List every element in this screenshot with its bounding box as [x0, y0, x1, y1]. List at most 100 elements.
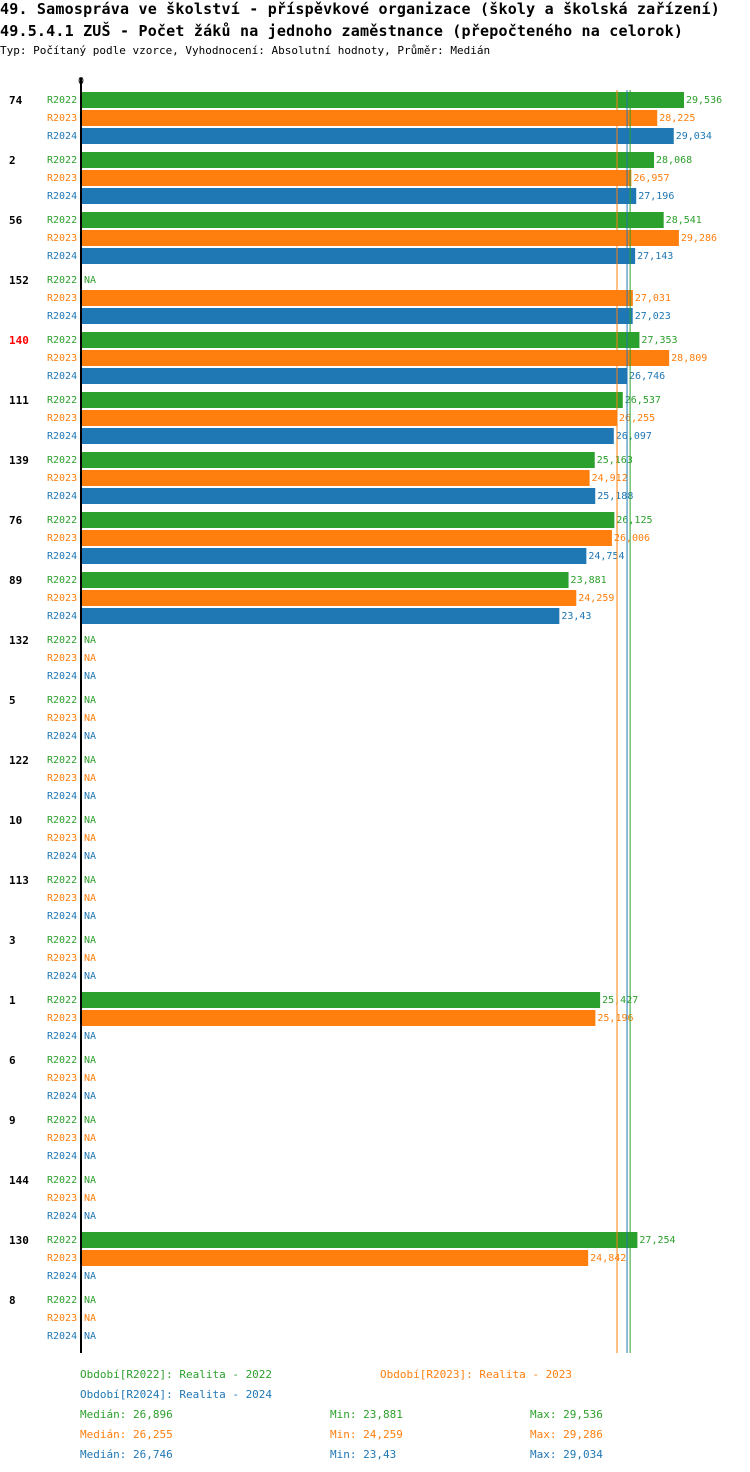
- series-label: R2023: [47, 1013, 77, 1024]
- bar: [81, 608, 560, 624]
- na-label: NA: [84, 791, 96, 802]
- category-label: 8: [9, 1294, 16, 1307]
- series-label: R2023: [47, 473, 77, 484]
- series-label: R2022: [47, 935, 77, 946]
- series-label: R2023: [47, 953, 77, 964]
- na-label: NA: [84, 1175, 96, 1186]
- na-label: NA: [84, 1055, 96, 1066]
- bar: [81, 332, 640, 348]
- bar: [81, 110, 658, 126]
- series-label: R2022: [47, 875, 77, 886]
- series-label: R2024: [47, 1271, 77, 1282]
- stat-max-r2022: Max: 29,536: [530, 1408, 603, 1421]
- series-label: R2023: [47, 1313, 77, 1324]
- bar: [81, 248, 636, 264]
- bar: [81, 410, 618, 426]
- category-label: 140: [9, 334, 29, 347]
- series-label: R2022: [47, 395, 77, 406]
- bar: [81, 1250, 589, 1266]
- value-label: 29,034: [676, 131, 712, 142]
- bar: [81, 452, 595, 468]
- series-label: R2024: [47, 491, 77, 502]
- value-label: 29,286: [681, 233, 717, 244]
- category-label: 3: [9, 934, 16, 947]
- na-label: NA: [84, 653, 96, 664]
- series-label: R2023: [47, 653, 77, 664]
- legend-period-r2022: Období[R2022]: Realita - 2022: [80, 1368, 273, 1381]
- category-label: 6: [9, 1054, 16, 1067]
- series-label: R2024: [47, 851, 77, 862]
- series-label: R2024: [47, 251, 77, 262]
- value-label: 24,912: [592, 473, 628, 484]
- stat-median-r2022: Medián: 26,896: [80, 1408, 173, 1421]
- bar: [81, 1232, 638, 1248]
- bar: [81, 170, 632, 186]
- series-label: R2023: [47, 353, 77, 364]
- bar: [81, 128, 674, 144]
- value-label: 25,163: [597, 455, 633, 466]
- category-label: 74: [9, 94, 23, 107]
- bar: [81, 230, 679, 246]
- series-label: R2024: [47, 911, 77, 922]
- series-label: R2023: [47, 593, 77, 604]
- series-label: R2024: [47, 1031, 77, 1042]
- na-label: NA: [84, 875, 96, 886]
- bar: [81, 308, 633, 324]
- series-label: R2023: [47, 233, 77, 244]
- series-label: R2024: [47, 311, 77, 322]
- series-label: R2023: [47, 533, 77, 544]
- series-label: R2023: [47, 1133, 77, 1144]
- na-label: NA: [84, 851, 96, 862]
- series-label: R2022: [47, 755, 77, 766]
- category-label: 130: [9, 1234, 29, 1247]
- bar: [81, 548, 587, 564]
- value-label: 25,427: [602, 995, 638, 1006]
- value-label: 28,809: [671, 353, 707, 364]
- category-label: 10: [9, 814, 22, 827]
- series-label: R2022: [47, 1055, 77, 1066]
- na-label: NA: [84, 1031, 96, 1042]
- series-label: R2023: [47, 113, 77, 124]
- bar: [81, 188, 637, 204]
- series-label: R2022: [47, 155, 77, 166]
- series-label: R2022: [47, 575, 77, 586]
- na-label: NA: [84, 1193, 96, 1204]
- series-label: R2023: [47, 173, 77, 184]
- na-label: NA: [84, 1331, 96, 1342]
- value-label: 26,957: [633, 173, 669, 184]
- bar: [81, 530, 612, 546]
- series-label: R2024: [47, 731, 77, 742]
- category-label: 56: [9, 214, 23, 227]
- series-label: R2022: [47, 455, 77, 466]
- na-label: NA: [84, 1151, 96, 1162]
- chart-title: 49.5.4.1 ZUŠ - Počet žáků na jednoho zam…: [0, 22, 684, 40]
- value-label: 28,068: [656, 155, 692, 166]
- value-label: 26,006: [614, 533, 650, 544]
- na-label: NA: [84, 635, 96, 646]
- na-label: NA: [84, 953, 96, 964]
- category-label: 144: [9, 1174, 29, 1187]
- value-label: 28,541: [666, 215, 702, 226]
- category-label: 139: [9, 454, 29, 467]
- na-label: NA: [84, 713, 96, 724]
- value-label: 26,125: [616, 515, 652, 526]
- chart-subtitle: Typ: Počítaný podle vzorce, Vyhodnocení:…: [0, 44, 491, 57]
- series-label: R2024: [47, 371, 77, 382]
- na-label: NA: [84, 833, 96, 844]
- series-label: R2022: [47, 1295, 77, 1306]
- bar: [81, 512, 615, 528]
- na-label: NA: [84, 1073, 96, 1084]
- category-label: 152: [9, 274, 29, 287]
- bar: [81, 152, 655, 168]
- value-label: 27,196: [638, 191, 674, 202]
- bar: [81, 392, 623, 408]
- na-label: NA: [84, 893, 96, 904]
- series-label: R2024: [47, 611, 77, 622]
- stat-min-r2024: Min: 23,43: [330, 1448, 397, 1461]
- na-label: NA: [84, 1313, 96, 1324]
- category-label: 9: [9, 1114, 16, 1127]
- bar: [81, 572, 569, 588]
- na-label: NA: [84, 815, 96, 826]
- bar: [81, 350, 670, 366]
- series-label: R2024: [47, 1211, 77, 1222]
